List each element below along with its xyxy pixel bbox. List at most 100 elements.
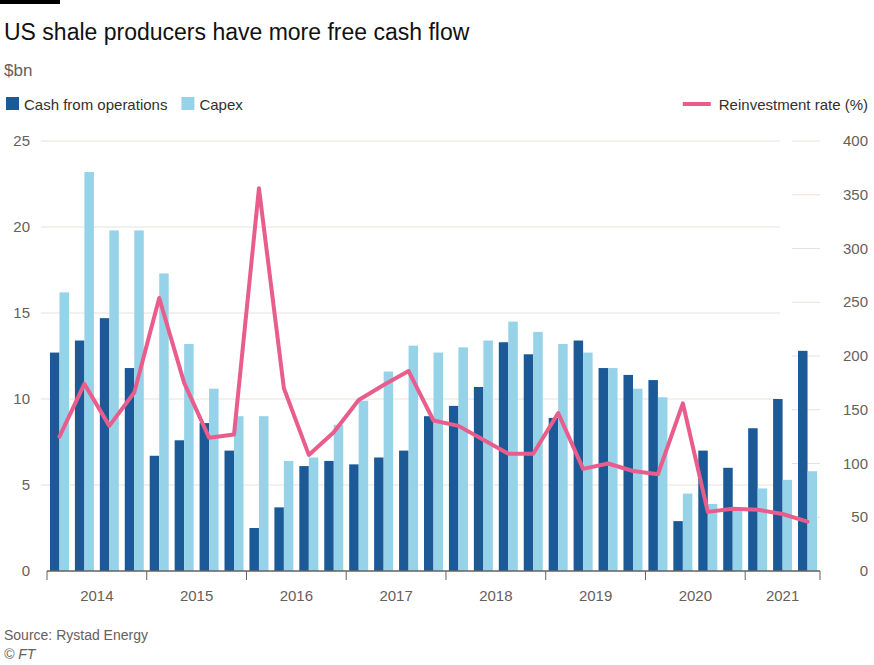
- x-tick: [47, 571, 48, 580]
- bar: [334, 425, 344, 571]
- bar: [434, 353, 444, 571]
- bar: [200, 423, 210, 571]
- bar: [723, 468, 733, 571]
- bar: [748, 428, 758, 571]
- bar: [374, 457, 384, 571]
- x-tick: [445, 571, 446, 580]
- bar: [499, 342, 509, 571]
- x-tick-label: 2021: [766, 587, 799, 604]
- x-tick-label: 2017: [379, 587, 412, 604]
- x-tick-label: 2019: [579, 587, 612, 604]
- y-tick-label: 15: [13, 304, 30, 321]
- legend-label: Cash from operations: [24, 96, 167, 113]
- bar: [359, 401, 369, 571]
- bar: [483, 341, 493, 571]
- x-tick: [545, 571, 546, 580]
- legend-label: Capex: [199, 96, 243, 113]
- x-tick-label: 2015: [180, 587, 213, 604]
- bar: [175, 440, 185, 571]
- legend-label: Reinvestment rate (%): [719, 96, 868, 113]
- bar: [458, 347, 468, 571]
- bar: [798, 351, 808, 571]
- legend-swatch: [6, 97, 19, 110]
- x-tick: [745, 571, 746, 580]
- bar: [449, 406, 459, 571]
- bar: [234, 416, 244, 571]
- bar: [259, 416, 269, 571]
- top-rule: [0, 0, 60, 4]
- source: Source: Rystad Energy: [4, 627, 148, 643]
- legend-swatch: [181, 97, 194, 110]
- bar: [184, 344, 194, 571]
- bar: [773, 399, 783, 571]
- bar: [424, 416, 434, 571]
- bar: [274, 507, 284, 571]
- y2-tick: [792, 141, 820, 142]
- bar: [549, 418, 559, 571]
- bar: [658, 397, 668, 571]
- bar: [84, 172, 94, 571]
- bar: [524, 354, 534, 571]
- x-tick: [346, 571, 347, 580]
- y-tick-label: 10: [13, 390, 30, 407]
- bar: [558, 344, 568, 571]
- y2-tick-label: 250: [843, 293, 868, 310]
- bar: [474, 387, 484, 571]
- y2-tick-label: 200: [843, 347, 868, 364]
- bar: [583, 353, 593, 571]
- bar: [508, 322, 518, 571]
- credit: © FT: [4, 646, 37, 662]
- bar: [599, 368, 609, 571]
- bar: [384, 371, 394, 571]
- bar: [109, 230, 119, 571]
- y2-tick: [792, 248, 820, 249]
- y2-tick-label: 50: [851, 508, 868, 525]
- x-tick-label: 2014: [80, 587, 113, 604]
- bar: [299, 466, 309, 571]
- y-tick-label: 5: [22, 476, 30, 493]
- x-tick: [146, 571, 147, 580]
- bar: [284, 461, 294, 571]
- y2-tick: [792, 194, 820, 195]
- x-tick: [820, 571, 821, 580]
- bar: [134, 230, 144, 571]
- subtitle: $bn: [4, 61, 32, 80]
- bar: [399, 451, 409, 571]
- y-tick-label: 25: [13, 132, 30, 149]
- bar: [623, 375, 633, 571]
- x-tick-label: 2020: [679, 587, 712, 604]
- bar: [608, 368, 618, 571]
- grid-line: [41, 141, 780, 142]
- bar: [209, 389, 219, 571]
- y2-tick-label: 150: [843, 401, 868, 418]
- y2-tick: [792, 302, 820, 303]
- bar: [50, 353, 60, 571]
- bar: [75, 341, 85, 571]
- y2-tick-label: 100: [843, 455, 868, 472]
- chart: US shale producers have more free cash f…: [0, 0, 874, 665]
- bar: [708, 504, 718, 571]
- grid-line: [41, 313, 780, 314]
- bar: [309, 457, 319, 571]
- x-tick: [645, 571, 646, 580]
- marks: [50, 172, 817, 571]
- y2-tick-label: 350: [843, 186, 868, 203]
- bar: [683, 494, 693, 571]
- bar: [150, 456, 160, 571]
- bar: [673, 521, 683, 571]
- x-tick-label: 2018: [479, 587, 512, 604]
- bar: [633, 389, 643, 571]
- bar: [758, 488, 768, 571]
- y2-tick-label: 300: [843, 240, 868, 257]
- y-tick-label: 0: [22, 562, 30, 579]
- y2-tick-label: 0: [860, 562, 868, 579]
- bar: [100, 318, 110, 571]
- y2-tick-label: 400: [843, 132, 868, 149]
- bar: [249, 528, 258, 571]
- title: US shale producers have more free cash f…: [4, 19, 470, 45]
- legend-line: [683, 102, 711, 106]
- x-tick-label: 2016: [280, 587, 313, 604]
- y-tick-label: 20: [13, 218, 30, 235]
- bar: [349, 464, 359, 571]
- bar: [783, 480, 793, 571]
